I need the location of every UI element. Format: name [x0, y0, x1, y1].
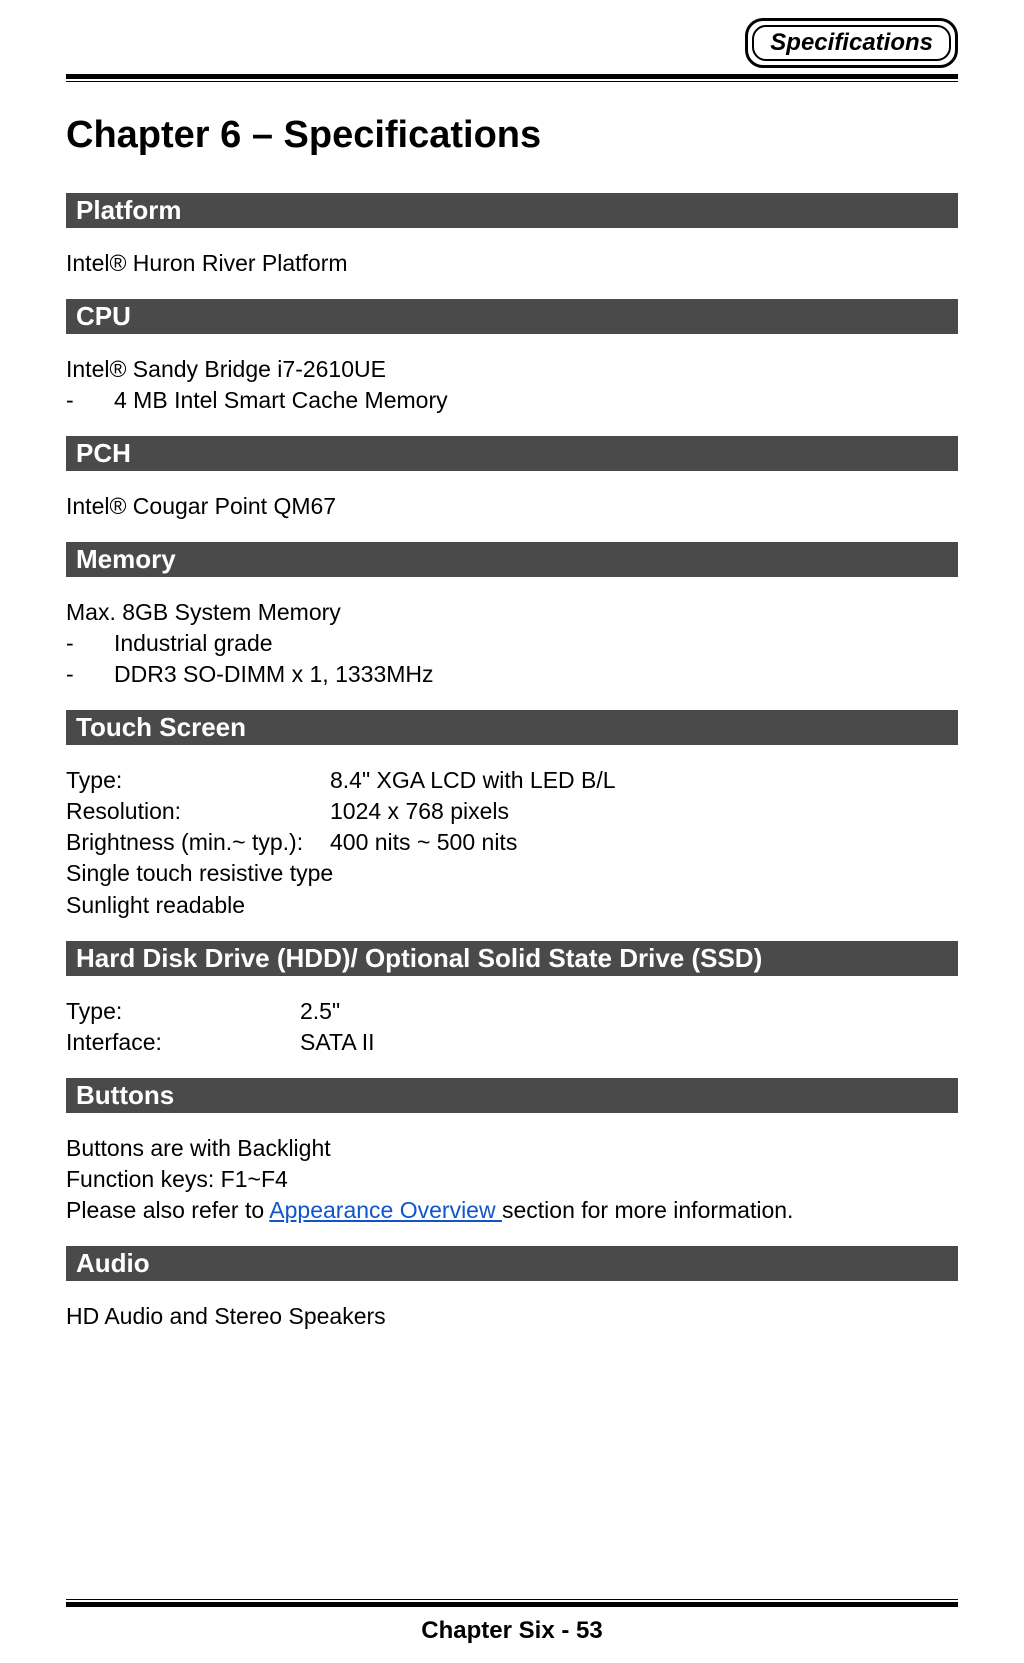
buttons-line: Buttons are with Backlight: [66, 1133, 958, 1164]
cpu-bullet: 4 MB Intel Smart Cache Memory: [114, 385, 448, 416]
bullet-dash-icon: -: [66, 659, 114, 690]
section-heading-memory: Memory: [66, 542, 958, 577]
hdd-value: 2.5": [300, 996, 340, 1027]
header-rule-thick: [66, 74, 958, 79]
hdd-body: Type: 2.5" Interface: SATA II: [66, 996, 958, 1058]
touch-value: 1024 x 768 pixels: [330, 796, 509, 827]
section-heading-buttons: Buttons: [66, 1078, 958, 1113]
section-heading-cpu: CPU: [66, 299, 958, 334]
buttons-link-after: section for more information.: [502, 1197, 793, 1223]
header-badge: Specifications: [752, 25, 951, 61]
header-rule-thin: [66, 81, 958, 82]
footer: Chapter Six - 53: [66, 1597, 958, 1645]
footer-text: Chapter Six - 53: [66, 1617, 958, 1645]
cpu-bullet-row: - 4 MB Intel Smart Cache Memory: [66, 385, 958, 416]
hdd-label: Type:: [66, 996, 300, 1027]
section-heading-platform: Platform: [66, 193, 958, 228]
touch-value: 400 nits ~ 500 nits: [330, 827, 517, 858]
bullet-dash-icon: -: [66, 628, 114, 659]
buttons-body: Buttons are with Backlight Function keys…: [66, 1133, 958, 1226]
cpu-lead: Intel® Sandy Bridge i7-2610UE: [66, 354, 958, 385]
touch-row-0: Type: 8.4" XGA LCD with LED B/L: [66, 765, 958, 796]
buttons-line: Function keys: F1~F4: [66, 1164, 958, 1195]
memory-body: Max. 8GB System Memory - Industrial grad…: [66, 597, 958, 690]
touch-label: Resolution:: [66, 796, 330, 827]
bullet-dash-icon: -: [66, 385, 114, 416]
hdd-value: SATA II: [300, 1027, 375, 1058]
header-row: Specifications: [66, 18, 958, 68]
memory-bullet-row-0: - Industrial grade: [66, 628, 958, 659]
header-badge-outer: Specifications: [745, 18, 958, 68]
touch-row-1: Resolution: 1024 x 768 pixels: [66, 796, 958, 827]
touch-row-2: Brightness (min.~ typ.): 400 nits ~ 500 …: [66, 827, 958, 858]
touch-value: 8.4" XGA LCD with LED B/L: [330, 765, 616, 796]
memory-bullet-row-1: - DDR3 SO-DIMM x 1, 1333MHz: [66, 659, 958, 690]
platform-body: Intel® Huron River Platform: [66, 248, 958, 279]
hdd-row-1: Interface: SATA II: [66, 1027, 958, 1058]
section-heading-touch: Touch Screen: [66, 710, 958, 745]
pch-line: Intel® Cougar Point QM67: [66, 491, 958, 522]
cpu-body: Intel® Sandy Bridge i7-2610UE - 4 MB Int…: [66, 354, 958, 416]
section-heading-hdd: Hard Disk Drive (HDD)/ Optional Solid St…: [66, 941, 958, 976]
touch-extra: Single touch resistive type: [66, 858, 958, 889]
audio-body: HD Audio and Stereo Speakers: [66, 1301, 958, 1332]
section-heading-audio: Audio: [66, 1246, 958, 1281]
memory-bullet: Industrial grade: [114, 628, 273, 659]
footer-rule-thick: [66, 1602, 958, 1607]
touch-extra: Sunlight readable: [66, 890, 958, 921]
appearance-overview-link[interactable]: Appearance Overview: [269, 1197, 502, 1223]
hdd-label: Interface:: [66, 1027, 300, 1058]
hdd-row-0: Type: 2.5": [66, 996, 958, 1027]
audio-line: HD Audio and Stereo Speakers: [66, 1301, 958, 1332]
page: Specifications Chapter 6 – Specification…: [0, 0, 1024, 1663]
section-heading-pch: PCH: [66, 436, 958, 471]
memory-lead: Max. 8GB System Memory: [66, 597, 958, 628]
platform-line: Intel® Huron River Platform: [66, 248, 958, 279]
chapter-title: Chapter 6 – Specifications: [66, 114, 958, 157]
touch-label: Brightness (min.~ typ.):: [66, 827, 330, 858]
buttons-link-before: Please also refer to: [66, 1197, 269, 1223]
touch-body: Type: 8.4" XGA LCD with LED B/L Resoluti…: [66, 765, 958, 920]
memory-bullet: DDR3 SO-DIMM x 1, 1333MHz: [114, 659, 434, 690]
touch-label: Type:: [66, 765, 330, 796]
buttons-link-line: Please also refer to Appearance Overview…: [66, 1195, 958, 1226]
pch-body: Intel® Cougar Point QM67: [66, 491, 958, 522]
